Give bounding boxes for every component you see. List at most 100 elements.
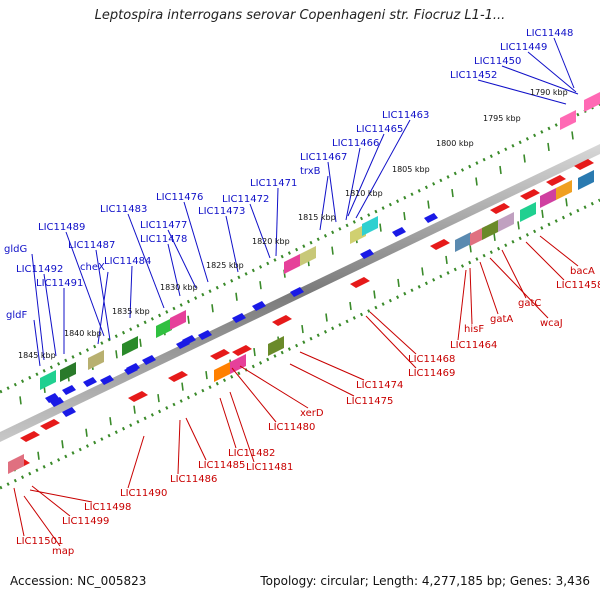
reverse-gene	[520, 189, 540, 200]
forward-gene-label: LIC11483	[100, 204, 147, 215]
reverse-gene	[430, 239, 450, 250]
forward-gene-label: gldG	[4, 244, 27, 255]
kbp-marker-label: 1840 kbp	[64, 329, 102, 338]
tick-mark	[403, 211, 406, 221]
forward-leader-line	[183, 201, 209, 283]
forward-gene-label: LIC11473	[198, 206, 245, 217]
forward-leader-line	[31, 253, 45, 361]
forward-gene	[62, 407, 76, 417]
forward-gene	[290, 287, 304, 297]
forward-leader-line	[65, 231, 105, 337]
gene-labels: LIC11448 LIC11449 LIC11450 LIC11452 LIC11463…	[4, 28, 600, 557]
tick-mark	[451, 188, 454, 198]
reverse-gene-label: LIC11482	[228, 448, 275, 459]
reverse-leader-line	[299, 351, 365, 381]
tick-mark	[181, 382, 184, 391]
forward-leader-line	[501, 65, 579, 95]
forward-gene-label: LIC11448	[526, 28, 573, 39]
tick-mark	[427, 200, 430, 209]
reverse-leader-line	[489, 257, 549, 319]
gene-block	[498, 212, 514, 232]
forward-gene-label: LIC11489	[38, 222, 85, 233]
kbp-marker-label: 1795 kbp	[483, 114, 521, 123]
forward-gene	[198, 330, 212, 340]
forward-gene	[424, 213, 438, 223]
reverse-leader-line	[23, 495, 61, 547]
reverse-gene	[40, 419, 60, 430]
tick-mark	[517, 221, 520, 230]
tick-mark	[115, 350, 118, 359]
reverse-gene	[574, 159, 594, 170]
forward-gene-label: LIC11487	[68, 240, 115, 251]
reverse-leader-line	[185, 417, 207, 461]
kbp-marker-label: 1845 kbp	[18, 351, 56, 360]
forward-gene-label: LIC11472	[222, 194, 269, 205]
kbp-marker-label: 1800 kbp	[436, 139, 474, 148]
tick-mark	[499, 165, 502, 175]
gene-block	[578, 170, 594, 190]
reverse-gene	[210, 349, 230, 360]
forward-gene-label: gldF	[6, 310, 27, 321]
forward-gene	[45, 393, 59, 403]
gene-block	[8, 454, 24, 474]
forward-leader-line	[43, 273, 57, 357]
forward-gene-label: LIC11478	[140, 234, 187, 245]
kbp-marker-label: 1810 kbp	[345, 189, 383, 198]
forward-gene	[62, 385, 76, 395]
gene-block	[560, 110, 576, 130]
reverse-gene-label: LIC11501	[16, 536, 63, 547]
reverse-gene	[168, 371, 188, 382]
forward-gene-label: trxB	[300, 166, 321, 177]
reverse-gene	[546, 175, 566, 186]
forward-gene-label: LIC11450	[474, 56, 521, 67]
reverse-leader-line	[31, 485, 71, 517]
reverse-gene-label: wcaJ	[540, 318, 563, 329]
reverse-leader-line	[501, 249, 527, 299]
reverse-gene-label: LIC11485	[198, 460, 245, 471]
tick-mark	[445, 255, 448, 265]
tick-mark	[61, 440, 64, 449]
tick-mark	[19, 396, 22, 405]
forward-leader-line	[167, 243, 181, 297]
tick-mark	[325, 313, 328, 322]
reverse-gene	[350, 277, 370, 288]
forward-gene-label: cheX	[80, 262, 105, 273]
forward-leader-line	[527, 51, 577, 93]
forward-gene	[83, 377, 97, 387]
gene-block	[88, 350, 104, 370]
gene-block	[455, 232, 471, 252]
forward-gene	[232, 313, 246, 323]
gene-block	[540, 188, 556, 208]
gene-block	[520, 202, 536, 222]
reverse-gene	[232, 345, 252, 356]
forward-gene-label: LIC11477	[140, 220, 187, 231]
kbp-marker-label: 1815 kbp	[298, 213, 336, 222]
tick-mark	[571, 131, 574, 140]
reverse-gene-label: bacA	[570, 266, 595, 277]
reverse-leader-line	[457, 269, 467, 341]
tick-mark	[565, 198, 568, 207]
forward-gene	[360, 249, 374, 259]
reverse-leader-line	[239, 365, 309, 409]
reverse-gene	[272, 315, 292, 326]
forward-leader-line	[553, 37, 575, 89]
reverse-gene	[20, 431, 40, 442]
gene-block	[284, 254, 300, 274]
gene-block	[482, 220, 498, 240]
forward-gene-label: LIC11449	[500, 42, 547, 53]
tick-mark	[301, 324, 304, 334]
reverse-gene-label: LIC11458	[556, 280, 600, 291]
accession-text: Accession: NC_005823	[10, 574, 147, 588]
forward-leader-line	[129, 265, 133, 319]
reverse-leader-line	[369, 311, 417, 355]
forward-leader-line	[95, 249, 111, 341]
kbp-marker-label: 1835 kbp	[112, 307, 150, 316]
forward-leader-line	[347, 133, 385, 217]
reverse-gene-label: LIC11481	[246, 462, 293, 473]
forward-gene-label: LIC11463	[382, 110, 429, 121]
forward-leader-line	[97, 271, 109, 345]
reverse-gene-label: LIC11490	[120, 488, 167, 499]
kbp-marker-label: 1805 kbp	[392, 165, 430, 174]
gene-block	[156, 318, 172, 338]
tick-mark	[331, 246, 334, 255]
